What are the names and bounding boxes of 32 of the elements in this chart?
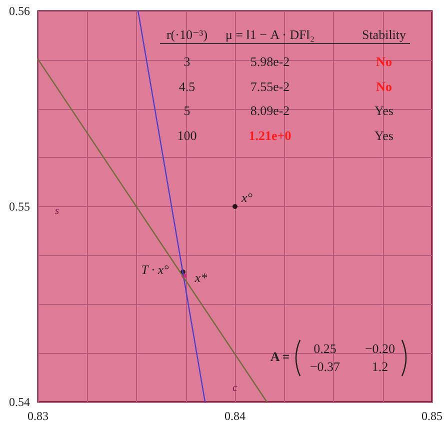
point <box>232 204 238 209</box>
annotation: s <box>54 205 60 217</box>
annotation: 0.25 <box>314 341 336 357</box>
annotation: T · x° <box>141 262 169 278</box>
annotation: 5 <box>184 103 190 119</box>
annotation: 7.55e-2 <box>250 79 290 95</box>
annotation: 100 <box>177 128 197 144</box>
x-tick-label: 0.85 <box>422 409 442 422</box>
annotation: Yes <box>374 103 394 119</box>
y-tick-label: 0.55 <box>9 200 30 214</box>
y-tick-label: 0.56 <box>9 4 30 18</box>
annotation: 1.2 <box>372 359 388 375</box>
annotation: −0.37 <box>310 359 340 375</box>
annotation: μ = ‖1 − A · DF‖₂ <box>225 27 315 43</box>
annotation: 5.98e-2 <box>250 54 290 70</box>
annotation: x° <box>242 190 252 206</box>
annotation: c <box>232 382 238 394</box>
x-tick-label: 0.84 <box>224 409 246 422</box>
annotation: No <box>376 79 392 95</box>
annotation: 3 <box>184 54 190 70</box>
annotation: 8.09e-2 <box>250 103 290 119</box>
annotation: 4.5 <box>178 79 196 95</box>
annotation: r(·10⁻³) <box>166 27 208 43</box>
annotation: −0.20 <box>364 341 396 357</box>
y-tick-label: 0.54 <box>9 395 30 409</box>
annotation: A = <box>270 349 290 365</box>
annotation: Stability <box>362 27 406 43</box>
annotation: x* <box>194 270 208 286</box>
annotation: 1.21e+0 <box>248 128 292 144</box>
annotation: No <box>376 54 392 70</box>
x-tick-label: 0.83 <box>28 409 48 422</box>
annotation: Yes <box>374 128 394 144</box>
